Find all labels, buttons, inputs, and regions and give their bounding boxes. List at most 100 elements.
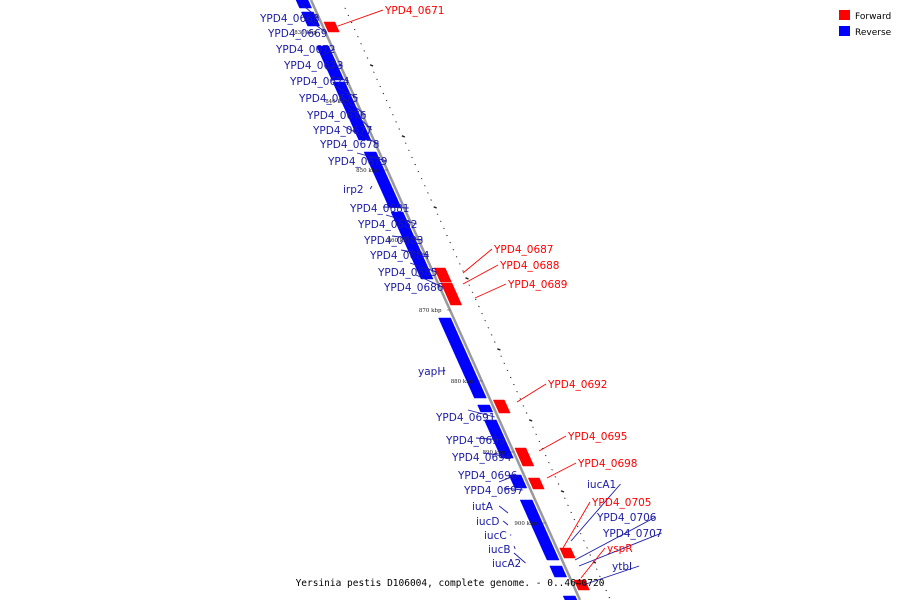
gene-label-ypd4-0697[interactable]: YPD4_0697 [463, 485, 523, 497]
gene-blocks [295, 0, 590, 600]
gene-label-ypd4-0693[interactable]: YPD4_0693 [445, 435, 505, 447]
gene-block-ypd4-0671[interactable] [323, 21, 340, 33]
gene-block-ypd4-0689[interactable] [445, 292, 463, 306]
leader-line-iuta [498, 505, 509, 514]
track-dot [493, 341, 496, 343]
gene-label-ypd4-0676[interactable]: YPD4_0676 [306, 110, 367, 122]
track-dot [506, 369, 509, 372]
gene-label-ypd4-0679[interactable]: YPD4_0679 [327, 156, 387, 168]
gene-label-ypd4-0678[interactable]: YPD4_0678 [319, 139, 379, 151]
track-dot [439, 220, 442, 223]
gene-block-ypd4-0691[interactable] [477, 404, 494, 413]
gene-label-ypd4-0706[interactable]: YPD4_0706 [596, 512, 657, 524]
gene-block-ypd4-0669[interactable] [301, 11, 321, 27]
gene-label-iucc[interactable]: iucC [484, 530, 507, 542]
gene-block-ytbi[interactable] [562, 595, 578, 600]
gene-label-ypd4-0705[interactable]: YPD4_0705 [591, 497, 651, 509]
gene-label-ypd4-0669[interactable]: YPD4_0669 [267, 28, 327, 40]
track-dot [589, 554, 592, 556]
track-dot [398, 128, 401, 130]
leader-line-yaph [443, 369, 446, 372]
gene-label-ypd4-0686[interactable]: YPD4_0686 [383, 282, 444, 294]
gene-label-ypd4-0675[interactable]: YPD4_0675 [298, 93, 358, 105]
leader-line-ypd4-0682 [385, 214, 417, 225]
gene-block-irp2[interactable] [383, 195, 399, 201]
gene-label-ypd4-0688[interactable]: YPD4_0688 [499, 260, 559, 272]
gene-block-iuca2[interactable] [541, 548, 558, 556]
leader-line-ypd4-0676 [337, 93, 366, 116]
leader-line-ypd4-0706 [574, 516, 656, 561]
gene-label-irp2[interactable]: irp2 [343, 184, 364, 196]
gene-label-ytbi[interactable]: ytbI [612, 561, 632, 573]
gene-block-ypd4-0687[interactable] [433, 267, 452, 283]
gene-block-iuca1[interactable] [544, 554, 560, 561]
kbp-tick-label: 900 kbp [514, 521, 537, 527]
gene-label-ypd4-0687[interactable]: YPD4_0687 [493, 244, 553, 256]
track-dot [344, 7, 347, 10]
gene-label-iuca2[interactable]: iucA2 [492, 558, 521, 570]
leader-line-ypd4-0679 [356, 152, 387, 162]
gene-block-yaph[interactable] [438, 317, 487, 399]
kbp-tick-label: 840 kbp [325, 99, 348, 105]
leader-line-ypd4-0677 [340, 99, 373, 131]
gene-block-yspr[interactable] [573, 579, 590, 591]
gene-label-ypd4-0691[interactable]: YPD4_0691 [435, 412, 495, 424]
gene-label-ypd4-0672[interactable]: YPD4_0672 [275, 44, 335, 56]
track-dot [468, 284, 471, 286]
genome-backbone [309, 0, 582, 600]
gene-label-ypd4-0698[interactable]: YPD4_0698 [577, 458, 637, 470]
gene-label-ypd4-0677[interactable]: YPD4_0677 [312, 125, 372, 137]
gene-label-ypd4-0689[interactable]: YPD4_0689 [507, 279, 567, 291]
gene-block-ypd4-0705[interactable] [559, 547, 576, 559]
gene-label-ypd4-0682[interactable]: YPD4_0682 [357, 219, 417, 231]
gene-label-iucb[interactable]: iucB [488, 544, 511, 556]
gene-block-ypd4-0697[interactable] [510, 479, 528, 489]
track-dash-major [369, 64, 374, 67]
gene-label-ypd4-0696[interactable]: YPD4_0696 [457, 470, 518, 482]
gene-labels: YPD4_0668 YPD4_0669 YPD4_0671 YPD4_0672 YPD4… [259, 5, 662, 573]
gene-label-ypd4-0684[interactable]: YPD4_0684 [369, 250, 430, 262]
gene-block-ypd4-0706[interactable] [549, 565, 565, 573]
track-dot [579, 532, 582, 535]
gene-block-ypd4-0695[interactable] [514, 447, 535, 467]
gene-label-yspr[interactable]: yspR [607, 543, 633, 555]
leader-line-iuca1 [570, 483, 621, 542]
track-dot [595, 568, 598, 570]
gene-label-ypd4-0671[interactable]: YPD4_0671 [384, 5, 444, 17]
gene-block-ypd4-0692[interactable] [492, 399, 511, 414]
track-dot [366, 57, 369, 59]
leader-line-iuca2 [513, 552, 526, 564]
leader-line-irp2 [369, 185, 373, 190]
track-dot [474, 298, 477, 301]
gene-label-iuta[interactable]: iutA [472, 501, 494, 513]
gene-label-iucd[interactable]: iucD [476, 516, 499, 528]
gene-label-ypd4-0681[interactable]: YPD4_0681 [349, 203, 409, 215]
gene-label-ypd4-0692[interactable]: YPD4_0692 [547, 379, 607, 391]
leader-line-ypd4-0673 [325, 64, 343, 70]
gene-label-ypd4-0685[interactable]: YPD4_0685 [377, 267, 437, 279]
track-dot [420, 177, 423, 180]
gene-label-ypd4-0683[interactable]: YPD4_0683 [363, 235, 423, 247]
track-dot [458, 263, 461, 265]
track-dot [544, 454, 547, 457]
gene-label-yaph[interactable]: yapH [418, 366, 445, 378]
track-dot [408, 149, 410, 151]
gene-label-iuca1[interactable]: iucA1 [587, 479, 616, 491]
gene-label-ypd4-0674[interactable]: YPD4_0674 [289, 76, 350, 88]
gene-block-ypd4-0681[interactable] [385, 199, 402, 208]
gene-label-ypd4-0694[interactable]: YPD4_0694 [451, 452, 512, 464]
track-dot [500, 355, 503, 357]
leader-line-ytbi [582, 565, 640, 586]
gene-block-ypd4-0668[interactable] [295, 0, 312, 9]
gene-label-ypd4-0695[interactable]: YPD4_0695 [567, 431, 627, 443]
gene-label-ypd4-0707[interactable]: YPD4_0707 [602, 528, 662, 540]
gene-label-ypd4-0673[interactable]: YPD4_0673 [283, 60, 343, 72]
leader-line-ypd4-0683 [391, 235, 423, 241]
gene-block-ypd4-0698[interactable] [527, 477, 545, 490]
gene-block-iucb[interactable] [537, 539, 555, 550]
gene-block-ypd4-0707[interactable] [552, 571, 568, 578]
kbp-tick-label: 880 kbp [451, 379, 474, 385]
track-dot [423, 185, 426, 187]
gene-label-ypd4-0668[interactable]: YPD4_0668 [259, 13, 319, 25]
track-dot [557, 483, 560, 485]
